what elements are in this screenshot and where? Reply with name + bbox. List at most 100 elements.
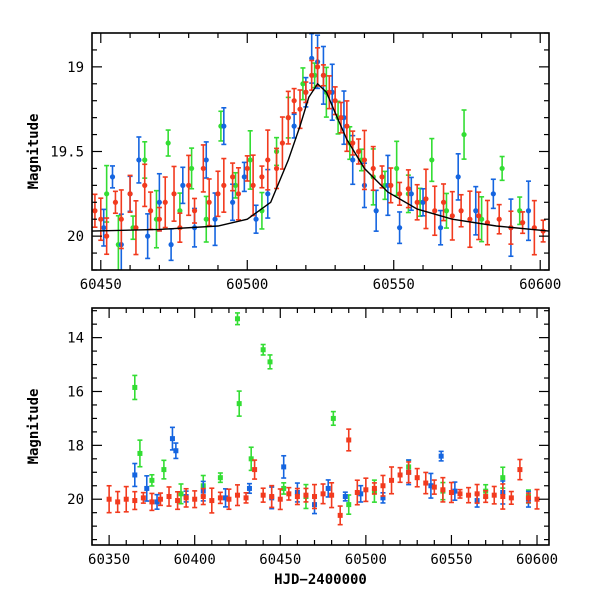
data-point [171, 191, 177, 197]
data-point [183, 495, 189, 501]
data-point [350, 140, 356, 146]
data-point [173, 448, 179, 454]
data-point [320, 72, 327, 78]
plot-frame [91, 307, 550, 546]
x-tick-label: 60400 [174, 552, 216, 568]
data-point [396, 225, 403, 231]
data-point [428, 483, 434, 489]
data-point [168, 242, 174, 248]
data-point [338, 115, 344, 121]
y-axis-label: Magnitude [26, 389, 42, 465]
data-point [314, 64, 321, 70]
data-point [449, 213, 455, 219]
data-point [309, 72, 315, 78]
data-point [479, 216, 485, 222]
data-point [432, 208, 438, 214]
data-point [500, 494, 506, 500]
data-point [408, 191, 414, 197]
data-point [394, 165, 400, 172]
x-tick-label: 60450 [259, 552, 301, 568]
data-point [149, 499, 155, 505]
data-point [423, 196, 429, 202]
data-point [104, 233, 110, 239]
data-point [252, 467, 258, 473]
data-point [443, 208, 450, 214]
data-point [490, 191, 496, 197]
data-point [180, 182, 186, 188]
data-point [440, 199, 447, 205]
data-point [297, 106, 303, 112]
data-point [217, 475, 223, 481]
data-point [361, 157, 368, 163]
y-tick-label: 18 [67, 438, 84, 454]
data-point [156, 216, 162, 222]
data-point [169, 436, 175, 442]
data-point [406, 469, 412, 475]
data-point [448, 489, 454, 495]
x-axis-label: HJD−2400000 [274, 572, 367, 588]
data-point [118, 216, 124, 222]
data-point [140, 495, 146, 501]
data-point [309, 55, 315, 61]
data-point [277, 496, 283, 502]
data-point [243, 495, 249, 501]
data-point [273, 165, 280, 172]
data-point [132, 384, 138, 390]
data-point [330, 415, 336, 421]
data-point [106, 496, 112, 502]
y-axis-label: Magnitude [26, 114, 42, 190]
data-point [303, 89, 309, 95]
data-point [230, 174, 236, 180]
data-point [178, 491, 184, 497]
x-tick-label: 60600 [519, 277, 561, 293]
data-point [104, 191, 110, 197]
data-point [112, 199, 119, 205]
data-point [281, 485, 287, 491]
data-point [189, 165, 195, 172]
data-point [525, 208, 532, 214]
data-point [342, 494, 348, 500]
data-point [203, 157, 209, 163]
data-point [423, 480, 429, 486]
data-point [440, 487, 446, 493]
data-point [291, 98, 297, 104]
data-point [438, 453, 444, 459]
data-point [379, 174, 385, 180]
data-point [166, 494, 172, 500]
data-point [429, 157, 435, 163]
bottom-panel: 60350 60400 60450 60500 60550 60600 14 16 18 20 Ma… [26, 307, 558, 588]
data-point [467, 216, 473, 222]
data-point [186, 182, 192, 188]
data-point [154, 499, 160, 505]
data-point [132, 498, 138, 504]
y-tick-label: 19 [67, 60, 84, 76]
data-point [234, 316, 240, 322]
data-point [200, 165, 206, 172]
data-point [215, 191, 221, 197]
y-tick-label: 16 [67, 384, 84, 400]
data-point [397, 472, 403, 478]
data-point [466, 492, 472, 498]
data-point [142, 182, 148, 188]
data-point [344, 123, 350, 129]
data-point [223, 495, 229, 501]
data-point [346, 502, 352, 508]
data-point [414, 475, 420, 481]
data-point [92, 208, 98, 214]
data-point [380, 495, 386, 501]
data-point [177, 208, 183, 214]
data-point [525, 495, 531, 501]
data-point [499, 165, 505, 172]
data-point [346, 437, 352, 443]
data-point [144, 485, 150, 491]
data-point [332, 98, 338, 104]
data-point [162, 199, 168, 205]
data-point [156, 199, 162, 205]
x-tick-label: 60500 [345, 552, 387, 568]
data-point [291, 123, 297, 129]
data-point [303, 492, 309, 498]
y-tick-label: 14 [67, 331, 84, 347]
data-point [457, 491, 463, 497]
